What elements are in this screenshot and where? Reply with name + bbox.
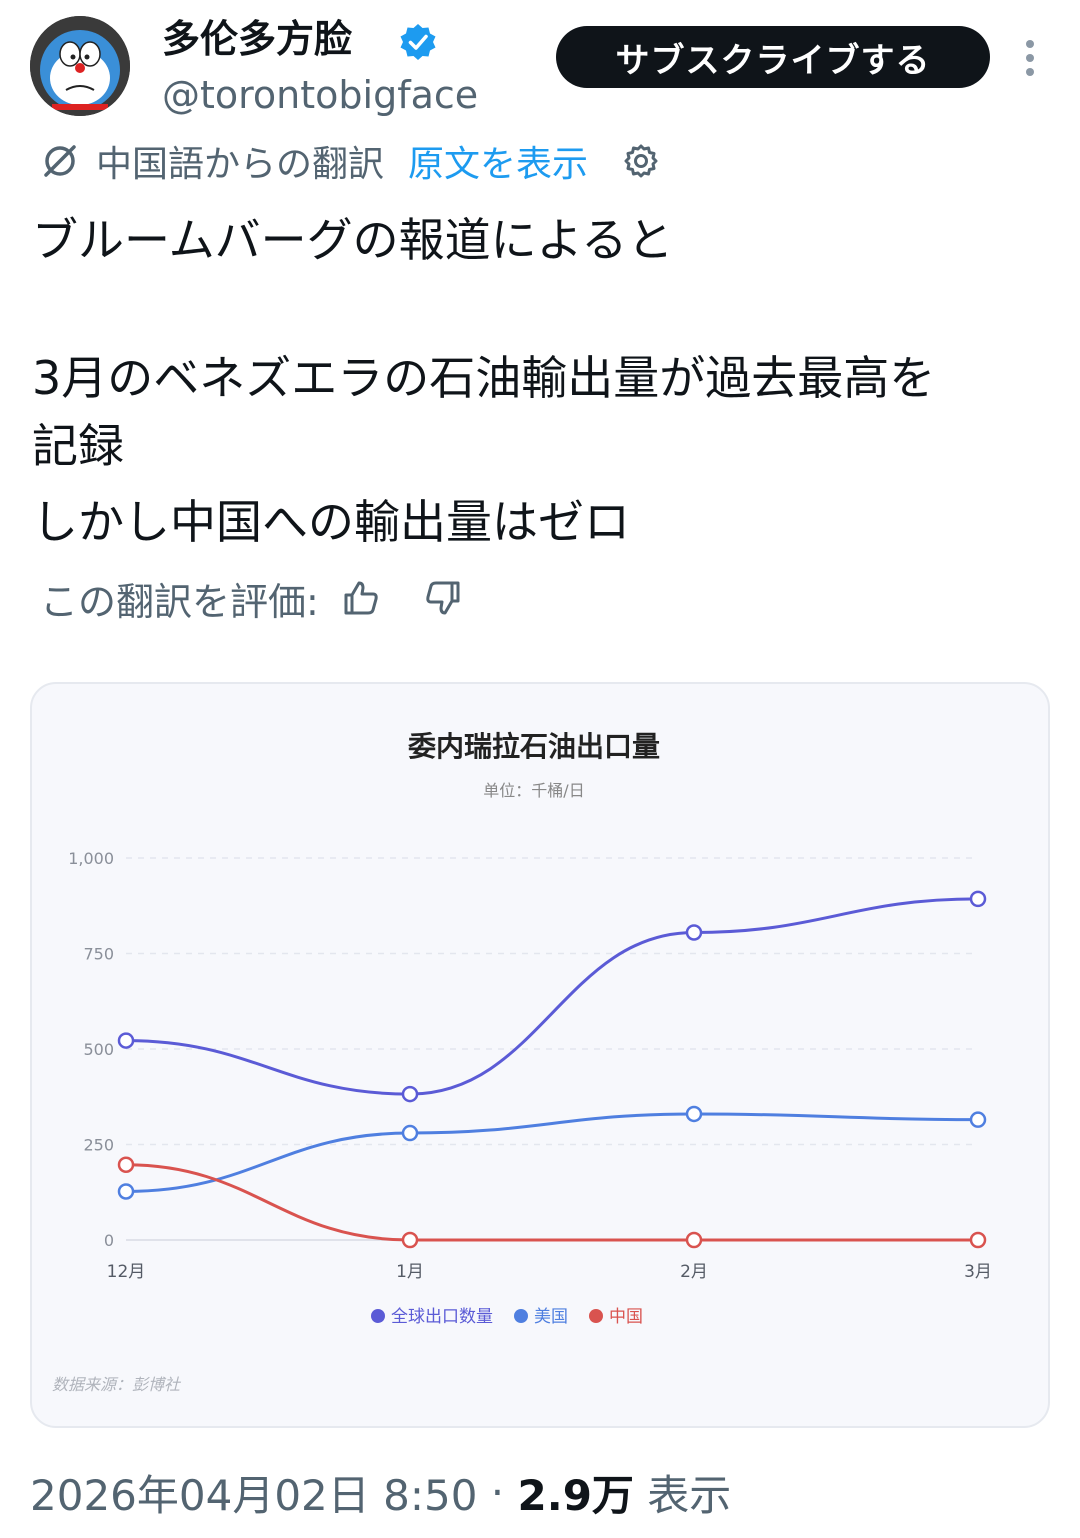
legend-label: 全球出口数量 bbox=[391, 1307, 493, 1327]
x-tick-label: 2月 bbox=[680, 1262, 708, 1282]
view-suffix: 表示 bbox=[633, 1470, 732, 1520]
separator: · bbox=[477, 1467, 518, 1517]
tweet-line: 3月のベネズエラの石油輸出量が過去最高を bbox=[32, 351, 936, 405]
y-tick-label: 500 bbox=[83, 1040, 114, 1059]
series-line bbox=[125, 1112, 979, 1193]
data-point bbox=[401, 1231, 419, 1249]
legend-marker bbox=[514, 1309, 528, 1323]
series-line bbox=[125, 897, 979, 1096]
chart-card[interactable]: 委内瑞拉石油出口量 单位：千桶/日 0 250 500 750 1,000 12月 1月 2… bbox=[30, 682, 1050, 1428]
data-point bbox=[401, 1085, 419, 1103]
tweet-line: ブルームバーグの報道によると bbox=[32, 213, 674, 267]
thumbs-up-icon[interactable] bbox=[341, 578, 381, 618]
data-point bbox=[117, 1183, 135, 1200]
verified-badge-icon bbox=[400, 24, 436, 60]
gear-icon[interactable] bbox=[622, 142, 660, 180]
y-tick-label: 0 bbox=[104, 1231, 114, 1250]
tweet-line: 記録 bbox=[32, 419, 124, 473]
data-point bbox=[401, 1124, 419, 1142]
display-name[interactable]: 多伦多方脸 bbox=[162, 17, 353, 61]
y-tick-label: 1,000 bbox=[68, 849, 114, 868]
tweet-line: しかし中国への輸出量はゼロ bbox=[32, 495, 630, 549]
y-tick-label: 250 bbox=[83, 1136, 114, 1155]
more-options-icon[interactable] bbox=[1018, 38, 1042, 78]
tweet-text: ブルームバーグの報道によると 3月のベネズエラの石油輸出量が過去最高を 記録 し… bbox=[32, 206, 1052, 556]
thumbs-down-icon[interactable] bbox=[423, 578, 463, 618]
data-point bbox=[685, 924, 703, 941]
rate-translation-bar: この翻訳を評価: bbox=[40, 572, 463, 624]
chart-source: 数据来源：彭博社 bbox=[52, 1375, 182, 1394]
data-point bbox=[117, 1032, 135, 1049]
data-point bbox=[685, 1105, 703, 1123]
x-tick-label: 1月 bbox=[396, 1262, 424, 1282]
legend-marker bbox=[371, 1309, 385, 1323]
tweet-line bbox=[32, 274, 1052, 342]
post-date[interactable]: 2026年04月02日 8:50 bbox=[30, 1470, 478, 1520]
translation-bar: 中国語からの翻訳 原文を表示 bbox=[40, 136, 660, 186]
chart-title: 委内瑞拉石油出口量 bbox=[407, 730, 660, 763]
legend-marker bbox=[589, 1309, 603, 1323]
data-point bbox=[685, 1231, 703, 1249]
data-point bbox=[117, 1156, 135, 1173]
translate-icon bbox=[44, 145, 76, 177]
y-tick-label: 750 bbox=[83, 945, 114, 964]
view-count: 2.9万 bbox=[517, 1470, 634, 1520]
translation-source-label: 中国語からの翻訳 bbox=[96, 144, 385, 185]
chart-subtitle: 单位：千桶/日 bbox=[483, 781, 584, 800]
show-original-link[interactable]: 原文を表示 bbox=[408, 144, 589, 185]
x-tick-label: 3月 bbox=[964, 1262, 992, 1282]
series-line bbox=[125, 1163, 978, 1242]
subscribe-button[interactable]: サブスクライブする bbox=[556, 26, 990, 88]
avatar[interactable] bbox=[30, 16, 130, 116]
data-point bbox=[969, 1111, 987, 1128]
line-chart: 委内瑞拉石油出口量 单位：千桶/日 0 250 500 750 1,000 12月 1月 2… bbox=[52, 730, 992, 1394]
rate-translation-label: この翻訳を評価: bbox=[40, 579, 319, 624]
legend-label: 美国 bbox=[534, 1307, 568, 1327]
data-point bbox=[969, 1231, 987, 1249]
x-tick-label: 12月 bbox=[107, 1262, 146, 1282]
avatar-image bbox=[30, 16, 130, 116]
data-point bbox=[969, 890, 987, 908]
tweet-meta: 2026年04月02日 8:50 · 2.9万 表示 bbox=[30, 1462, 731, 1522]
legend-label: 中国 bbox=[609, 1307, 643, 1327]
user-handle[interactable]: @torontobigface bbox=[162, 73, 479, 117]
